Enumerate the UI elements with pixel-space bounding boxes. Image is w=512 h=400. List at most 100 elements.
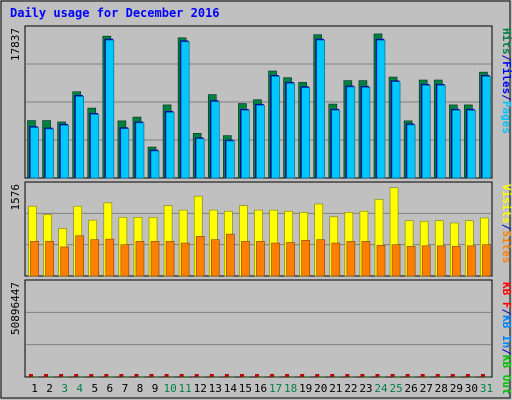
bar-kbf [435, 374, 440, 377]
legend-entry: / [500, 55, 512, 62]
legend-entry: Files [500, 61, 512, 94]
legend-entry: Visits [500, 184, 512, 224]
x-tick-label: 22 [344, 382, 357, 395]
bar-sites [90, 239, 100, 277]
x-tick-label: 29 [450, 382, 463, 395]
x-tick-label: 26 [405, 382, 418, 395]
bar-kbf [179, 374, 184, 377]
x-tick-label: 4 [76, 382, 83, 395]
bar-sites [165, 241, 175, 277]
panel-legend: Visits/Sites [500, 184, 512, 264]
bar-sites [45, 241, 54, 277]
bar-sites [346, 241, 356, 277]
x-tick-label: 24 [374, 382, 388, 395]
y-max-label: 1576 [9, 184, 22, 211]
x-tick-label: 31 [480, 382, 493, 395]
bar-sites [120, 244, 130, 277]
bar-kbf [194, 374, 199, 377]
bar-kbf [285, 374, 290, 377]
bar-pages [150, 150, 160, 179]
bar-sites [361, 241, 371, 277]
bar-pages [467, 109, 476, 179]
bar-pages [361, 87, 371, 179]
bar-kbf [270, 374, 275, 377]
bar-pages [406, 124, 416, 179]
bar-sites [75, 235, 84, 277]
bar-kbf [119, 374, 124, 377]
y-max-label: 17837 [9, 28, 22, 61]
bar-pages [256, 104, 265, 179]
bar-kbf [360, 374, 365, 377]
bar-pages [436, 84, 446, 179]
bar-sites [482, 244, 491, 277]
panel-visits-sites: 1576 Visits/Sites [9, 181, 512, 277]
bar-sites [406, 246, 416, 277]
bar-kbf [209, 374, 214, 377]
bar-kbf [405, 374, 410, 377]
bar-pages [241, 109, 250, 179]
bar-kbf [29, 374, 33, 377]
bar-pages [316, 39, 326, 179]
x-tick-label: 9 [152, 382, 159, 395]
bar-sites [452, 246, 461, 277]
bar-pages [105, 39, 115, 179]
bar-kbf [134, 374, 139, 377]
bar-kbf [224, 374, 229, 377]
legend-entry: / [500, 224, 512, 231]
legend-entry: KB F [500, 282, 512, 309]
x-tick-label: 8 [137, 382, 144, 395]
x-tick-label: 17 [269, 382, 282, 395]
bar-kbf [375, 374, 380, 377]
x-tick-label: 2 [46, 382, 53, 395]
bar-kbf [239, 374, 244, 377]
x-tick-label: 25 [389, 382, 402, 395]
panel-kbin-kbout-kbf: 50896447 KB F/KB In/KB Out [9, 279, 512, 395]
bar-kbf [420, 374, 425, 377]
bar-sites [436, 245, 446, 277]
bar-pages [135, 122, 145, 179]
x-tick-label: 11 [179, 382, 192, 395]
legend-entry: Pages [500, 101, 512, 134]
bar-pages [165, 112, 175, 179]
x-tick-label: 6 [107, 382, 114, 395]
x-tick-label: 7 [122, 382, 129, 395]
y-max-label: 50896447 [9, 282, 22, 335]
x-tick-label: 23 [359, 382, 372, 395]
bar-pages [391, 81, 401, 179]
bar-kbf [390, 374, 395, 377]
bar-pages [180, 41, 190, 179]
bar-pages [30, 127, 39, 179]
bar-sites [301, 239, 310, 277]
x-tick-label: 13 [209, 382, 222, 395]
bar-pages [421, 84, 431, 179]
x-tick-label: 20 [314, 382, 327, 395]
x-axis-tick-labels: 1 2 3 4 5 6 7 8 9 10 11 12 13 14 15 16 17 18 19 20 21 22 23 24 2… [31, 382, 493, 395]
bar-pages [482, 76, 491, 179]
bar-sites [210, 239, 220, 277]
bar-pages [286, 83, 295, 179]
bar-kbf [74, 374, 79, 377]
bar-pages [90, 114, 100, 179]
bar-pages [120, 128, 130, 179]
bar-pages [452, 109, 461, 179]
bar-pages [301, 87, 310, 179]
legend-entry: / [500, 94, 512, 101]
legend-entry: / [500, 309, 512, 316]
bar-pages [60, 124, 69, 179]
bar-kbf [149, 374, 154, 377]
x-tick-label: 1 [31, 382, 38, 395]
bar-kbf [330, 374, 335, 377]
bar-sites [226, 233, 235, 277]
x-tick-label: 30 [465, 382, 478, 395]
panel-plot-area [24, 279, 493, 378]
bar-sites [467, 245, 476, 277]
panel-legend: Hits/Files/Pages [500, 28, 512, 134]
x-tick-label: 27 [420, 382, 433, 395]
bar-kbf [345, 374, 350, 377]
bar-sites [195, 236, 205, 277]
x-tick-label: 10 [163, 382, 176, 395]
legend-entry: Sites [500, 230, 512, 263]
panel-legend: KB F/KB In/KB Out [500, 282, 512, 395]
